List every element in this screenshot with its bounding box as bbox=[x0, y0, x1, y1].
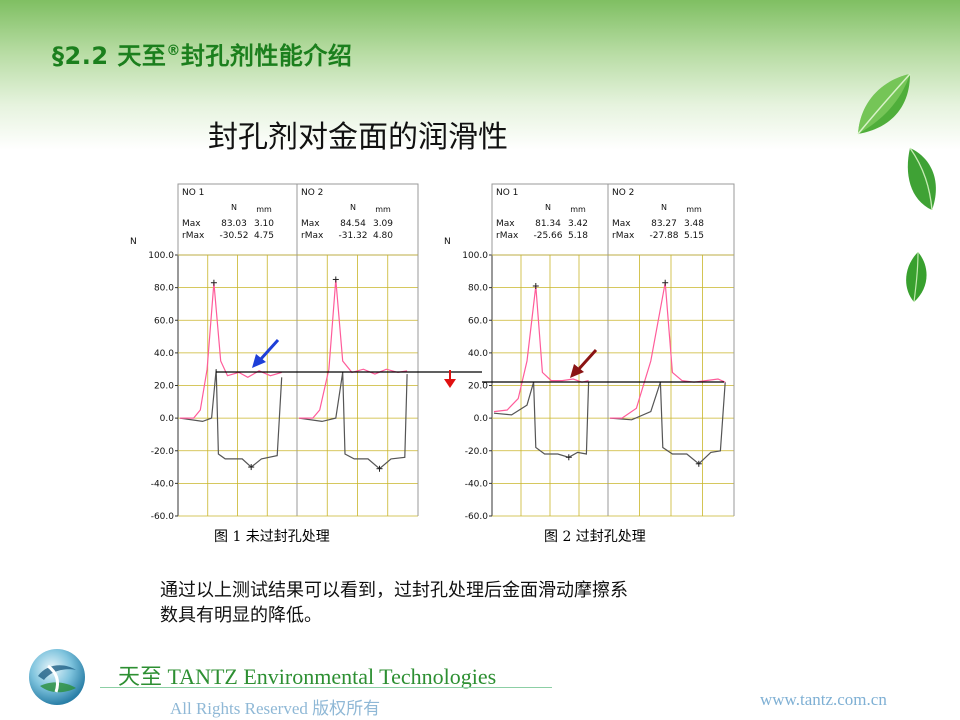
y-tick-label: 80.0 bbox=[468, 284, 488, 294]
unit-force: N bbox=[350, 203, 356, 212]
max-force: 83.27 bbox=[651, 219, 677, 229]
registered-mark: ® bbox=[166, 43, 181, 59]
chart-2-plot: N 100.0 80.0 60.0 40.0 20.0 0.0 -20.0 -40.0 -60.0… bbox=[444, 183, 735, 522]
website-link[interactable]: www.tantz.com.cn bbox=[760, 690, 887, 709]
max-label: Max bbox=[301, 219, 320, 229]
unit-force: N bbox=[545, 203, 551, 212]
conclusion-text: 通过以上测试结果可以看到，过封孔处理后金面滑动摩擦系 数具有明显的降低。 bbox=[160, 578, 740, 628]
rmax-disp: 4.80 bbox=[373, 231, 393, 241]
rmax-disp: 5.18 bbox=[568, 231, 588, 241]
rights-text: All Rights Reserved 版权所有 bbox=[170, 699, 381, 718]
y-axis-label: N bbox=[130, 237, 137, 247]
rmax-label: rMax bbox=[612, 231, 635, 241]
rmax-disp: 4.75 bbox=[254, 231, 274, 241]
max-disp: 3.48 bbox=[684, 219, 704, 229]
company-name: 天至 TANTZ Environmental Technologies bbox=[118, 664, 497, 689]
y-tick-label: -20.0 bbox=[465, 447, 489, 457]
max-disp: 3.42 bbox=[568, 219, 588, 229]
rmax-force: -27.88 bbox=[649, 231, 678, 241]
header-gradient-band bbox=[0, 0, 960, 150]
series-pink-line bbox=[299, 279, 408, 419]
red-down-arrow-icon bbox=[444, 370, 456, 388]
rmax-force: -25.66 bbox=[533, 231, 562, 241]
y-tick-label: -40.0 bbox=[465, 479, 489, 489]
chart-canvas: N 100.0 80.0 60.0 40.0 20.0 0.0 -20.0 -40.0 -60.0… bbox=[130, 183, 735, 522]
leaf-icon bbox=[907, 147, 936, 211]
unit-disp: mm bbox=[375, 205, 391, 214]
section-number: §2.2 天至 bbox=[52, 42, 167, 70]
globe-logo-icon bbox=[29, 649, 85, 705]
panel-header bbox=[607, 183, 735, 256]
max-force: 81.34 bbox=[535, 219, 561, 229]
y-tick-label: 20.0 bbox=[154, 382, 174, 392]
y-tick-label: 60.0 bbox=[468, 316, 488, 326]
footer-divider bbox=[100, 687, 552, 688]
y-tick-label: 20.0 bbox=[468, 382, 488, 392]
max-label: Max bbox=[182, 219, 201, 229]
y-tick-label: -60.0 bbox=[465, 512, 489, 522]
rmax-label: rMax bbox=[182, 231, 205, 241]
rmax-disp: 5.15 bbox=[684, 231, 704, 241]
conclusion-line-1: 通过以上测试结果可以看到，过封孔处理后金面滑动摩擦系 bbox=[160, 580, 628, 601]
panel-header bbox=[296, 183, 419, 256]
max-disp: 3.09 bbox=[373, 219, 393, 229]
y-tick-label: 80.0 bbox=[154, 284, 174, 294]
unit-disp: mm bbox=[570, 205, 586, 214]
y-tick-label: 60.0 bbox=[154, 316, 174, 326]
rmax-force: -31.32 bbox=[338, 231, 367, 241]
max-label: Max bbox=[612, 219, 631, 229]
chart-2-caption: 图 2 过封孔处理 bbox=[544, 529, 646, 545]
panel-header bbox=[491, 183, 609, 256]
series-gray-line bbox=[179, 369, 283, 468]
panel-header bbox=[177, 183, 298, 256]
unit-disp: mm bbox=[686, 205, 702, 214]
y-tick-label: -20.0 bbox=[151, 447, 175, 457]
panel-number: NO 2 bbox=[301, 188, 323, 198]
y-tick-label: 100.0 bbox=[148, 251, 174, 261]
chart-1-plot: N 100.0 80.0 60.0 40.0 20.0 0.0 -20.0 -40.0 -60.0… bbox=[130, 183, 419, 522]
max-label: Max bbox=[496, 219, 515, 229]
panel-number: NO 2 bbox=[612, 188, 634, 198]
unit-force: N bbox=[231, 203, 237, 212]
panel-number: NO 1 bbox=[182, 188, 204, 198]
y-tick-label: 0.0 bbox=[160, 414, 175, 424]
series-gray-line bbox=[609, 382, 726, 465]
leaf-icon bbox=[857, 73, 911, 135]
y-tick-label: 40.0 bbox=[154, 349, 174, 359]
chart-1-caption: 图 1 未过封孔处理 bbox=[214, 529, 330, 545]
rmax-label: rMax bbox=[496, 231, 519, 241]
unit-force: N bbox=[661, 203, 667, 212]
blue-arrow-icon bbox=[252, 338, 280, 368]
darkred-arrow-icon bbox=[570, 348, 598, 378]
conclusion-line-2: 数具有明显的降低。 bbox=[160, 605, 322, 626]
rmax-force: -30.52 bbox=[219, 231, 248, 241]
unit-disp: mm bbox=[256, 205, 272, 214]
series-gray-line bbox=[298, 372, 408, 470]
leaf-icon bbox=[906, 251, 927, 303]
rmax-label: rMax bbox=[301, 231, 324, 241]
max-disp: 3.10 bbox=[254, 219, 274, 229]
y-tick-label: 0.0 bbox=[474, 414, 489, 424]
max-force: 84.54 bbox=[340, 219, 366, 229]
page-heading: §2.2 天至®封孔剂性能介绍 bbox=[52, 36, 352, 71]
y-tick-label: 40.0 bbox=[468, 349, 488, 359]
y-tick-label: 100.0 bbox=[462, 251, 488, 261]
series-gray-line bbox=[493, 382, 590, 458]
y-tick-label: -60.0 bbox=[151, 512, 175, 522]
series-pink-line bbox=[493, 285, 589, 413]
panel-number: NO 1 bbox=[496, 188, 518, 198]
series-pink-line bbox=[610, 282, 726, 419]
max-force: 83.03 bbox=[221, 219, 247, 229]
slide-title: 封孔剂对金面的润滑性 bbox=[208, 120, 508, 155]
y-tick-label: -40.0 bbox=[151, 479, 175, 489]
y-axis-label: N bbox=[444, 237, 451, 247]
section-title: 封孔剂性能介绍 bbox=[180, 42, 353, 70]
